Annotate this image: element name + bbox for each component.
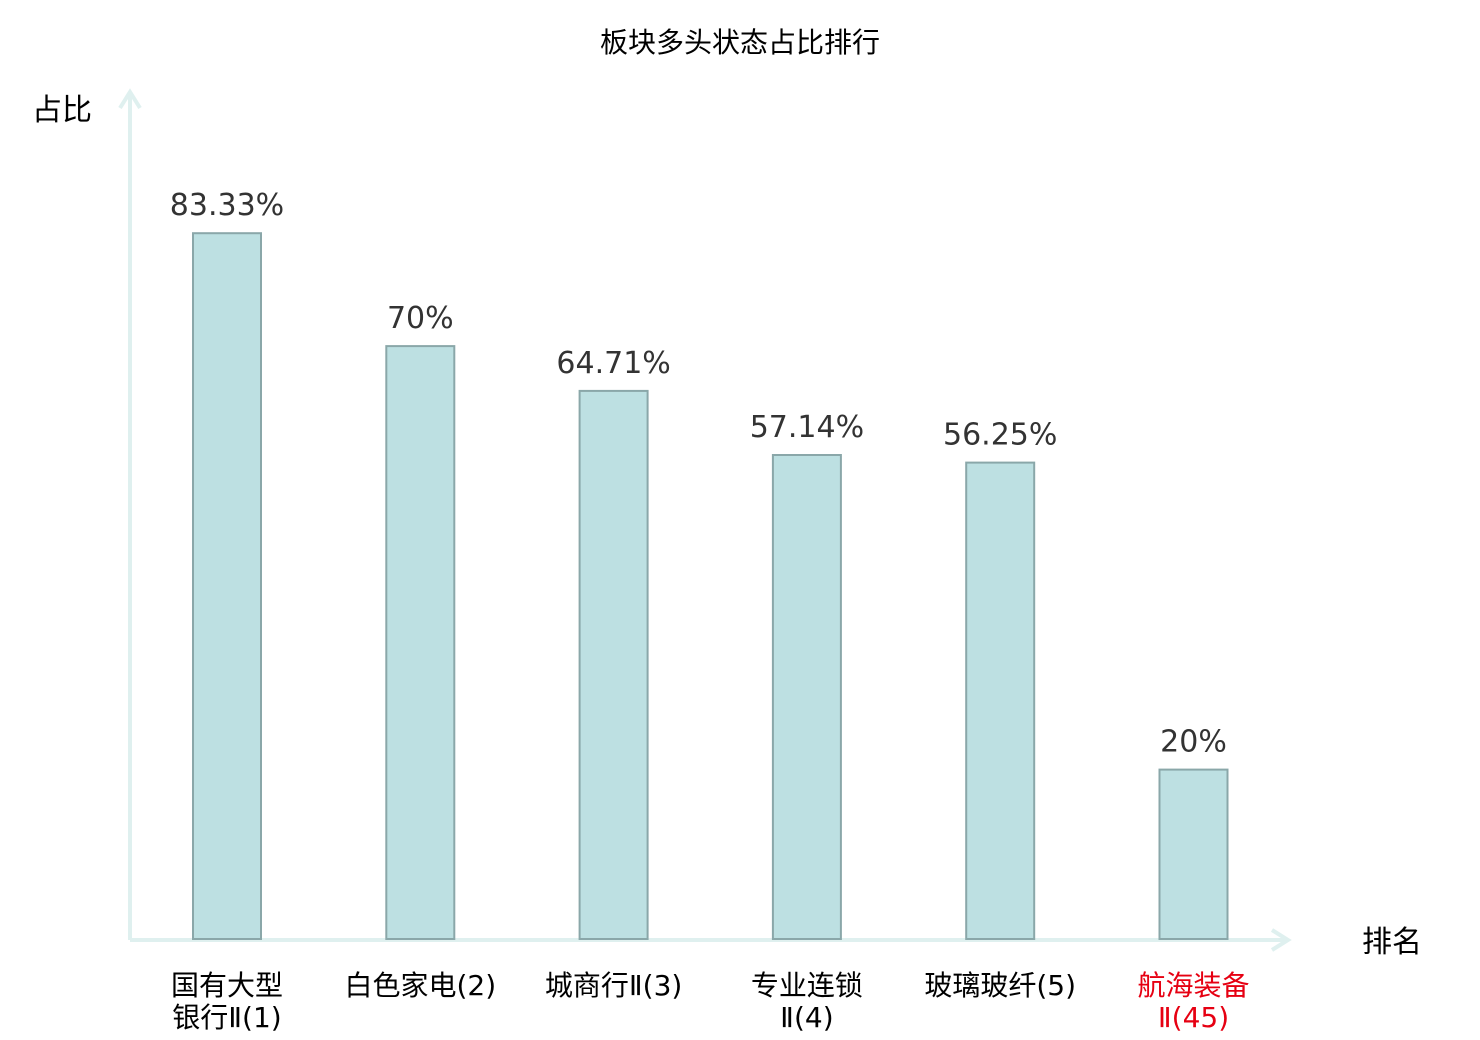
data-label: 83.33% — [170, 188, 284, 223]
axes — [118, 88, 1292, 952]
x-tick-label: 银行Ⅱ(1) — [172, 1001, 281, 1034]
x-tick-label: 专业连锁 — [751, 969, 863, 1002]
data-label: 57.14% — [750, 410, 864, 445]
x-tick-label: Ⅱ(4) — [780, 1001, 833, 1034]
bars — [192, 232, 1229, 941]
bar — [192, 232, 262, 940]
bar — [578, 389, 649, 940]
x-tick-label: 国有大型 — [171, 969, 283, 1002]
data-label: 56.25% — [943, 418, 1057, 453]
bar — [385, 345, 456, 941]
y-axis-label: 占比 — [32, 93, 92, 128]
x-tick-label: 白色家电(2) — [344, 969, 496, 1002]
y-axis-arrow — [118, 88, 142, 110]
x-tick-label: 航海装备 — [1137, 969, 1249, 1002]
data-label: 20% — [1160, 725, 1227, 760]
x-axis-arrow — [1270, 928, 1292, 952]
x-tick-label: 玻璃玻纤(5) — [924, 969, 1076, 1002]
chart-title: 板块多头状态占比排行 — [600, 26, 880, 59]
data-label: 64.71% — [556, 346, 670, 381]
data-label: 70% — [387, 301, 454, 336]
bar — [771, 454, 842, 940]
x-tick-label: Ⅱ(45) — [1158, 1001, 1229, 1034]
bar — [1158, 768, 1229, 940]
x-axis-label: 排名 — [1362, 925, 1422, 960]
x-tick-label: 城商行Ⅱ(3) — [545, 969, 682, 1002]
value-labels: 83.33% 70% 64.71% 57.14% 56.25% 20% — [170, 188, 1227, 759]
bar — [965, 461, 1036, 940]
